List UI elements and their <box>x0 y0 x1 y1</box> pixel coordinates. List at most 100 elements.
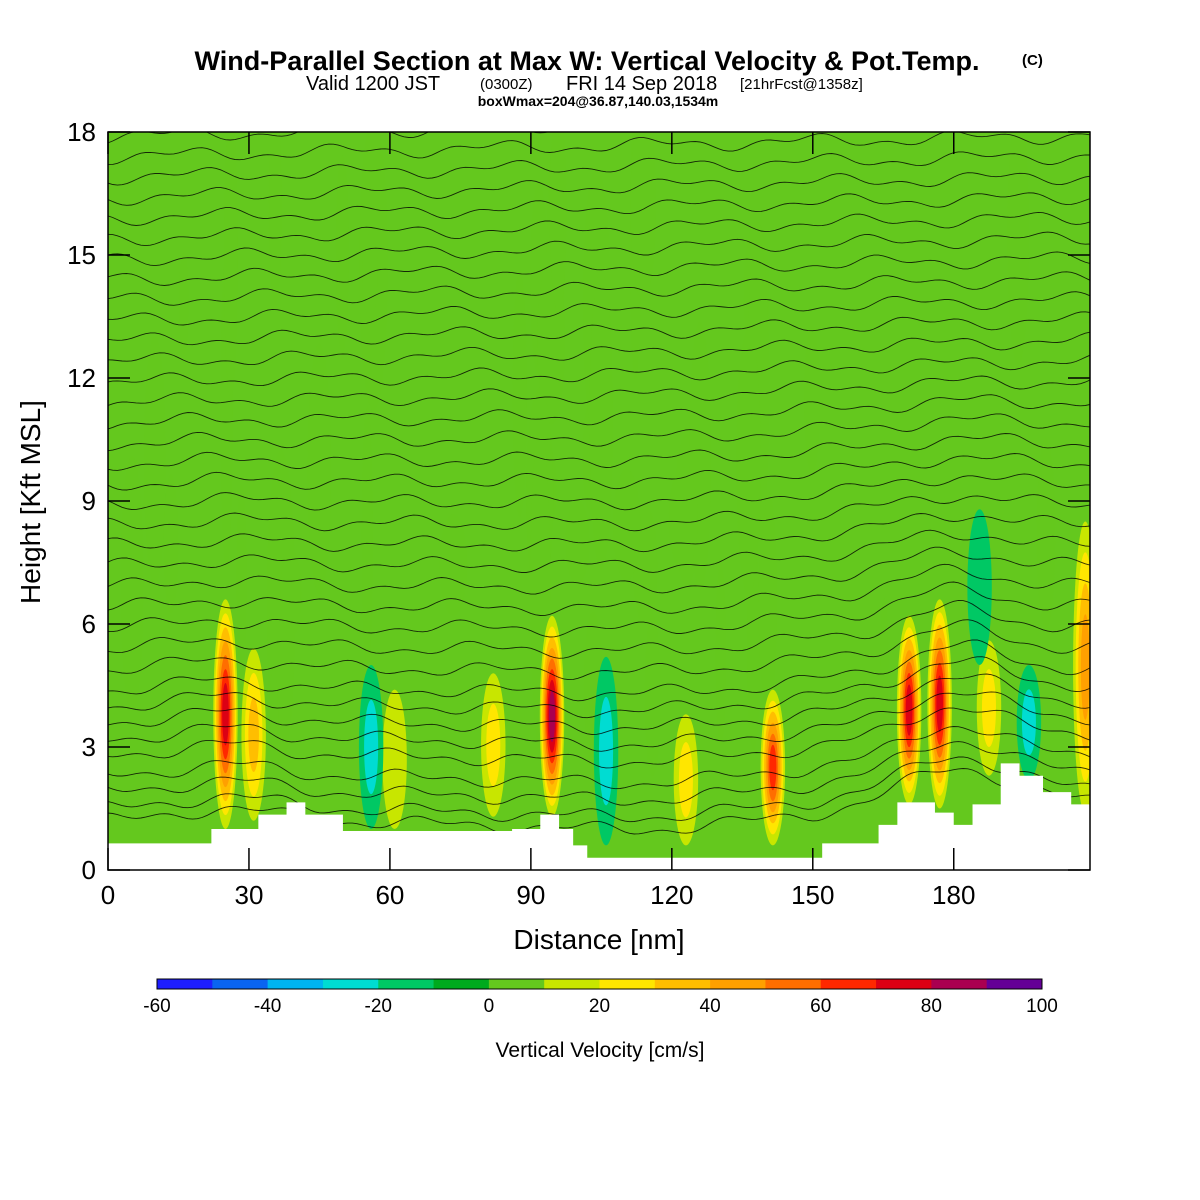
colorbar-label: 20 <box>589 996 610 1017</box>
theta-contour <box>108 639 1090 702</box>
colorbar-swatch <box>212 979 269 989</box>
light-streak <box>549 132 567 313</box>
theta-contour <box>108 251 1090 286</box>
light-streak <box>589 270 613 570</box>
downdraft-cell-level <box>967 509 992 665</box>
colorbar-label: -40 <box>254 996 281 1017</box>
updraft-cell-level <box>905 684 913 736</box>
colorbar-swatch <box>599 979 656 989</box>
light-streak <box>120 456 144 713</box>
x-tick-label: 0 <box>101 880 115 910</box>
y-tick-label: 18 <box>67 117 96 147</box>
light-streak <box>644 614 661 777</box>
light-streak <box>361 233 378 318</box>
downdraft-cell <box>967 509 992 665</box>
theta-contour <box>108 271 1090 306</box>
light-streak <box>280 549 302 639</box>
colorbar-swatch <box>157 979 213 989</box>
light-streak <box>736 328 761 596</box>
light-streak <box>512 269 527 518</box>
colorbar-label: 60 <box>810 996 831 1017</box>
theta-contour <box>108 132 550 144</box>
light-streak <box>361 406 373 672</box>
valid-time-prefix: Valid 1200 JST <box>306 73 440 95</box>
copyright-mark: (C) <box>1022 52 1043 69</box>
updraft-cell-level <box>486 703 501 787</box>
light-streak <box>307 343 332 595</box>
colorbar-label: 80 <box>921 996 942 1017</box>
colorbar-swatch <box>267 979 324 989</box>
theta-contour <box>108 331 1090 366</box>
colorbar-swatch <box>931 979 988 989</box>
colorbar-label: 100 <box>1026 996 1058 1017</box>
y-tick-label: 0 <box>82 855 96 885</box>
colorbar: -60 -40 -20 0 20 40 60 80 100 <box>143 978 1058 1017</box>
updraft-cell-level <box>222 683 229 746</box>
updraft-cell <box>241 648 266 821</box>
downdraft-cell <box>358 665 384 829</box>
colorbar-swatch <box>765 979 822 989</box>
theta-contour <box>108 311 1090 346</box>
y-tick-label: 6 <box>82 609 96 639</box>
theta-contour <box>108 741 1090 806</box>
theta-contour <box>108 433 1090 471</box>
updraft-cell-level <box>936 675 943 733</box>
light-streak <box>1007 132 1030 365</box>
updraft-cell-level <box>769 744 777 791</box>
x-tick-label: 180 <box>932 880 975 910</box>
theta-contour <box>108 354 1090 387</box>
updraft-cell <box>481 673 506 817</box>
theta-contour <box>108 656 1090 719</box>
theta-contour <box>108 756 1090 823</box>
theta-contour <box>108 291 1090 326</box>
chart-title: Wind-Parallel Section at Max W: Vertical… <box>195 46 980 76</box>
theta-contour <box>108 394 1090 430</box>
theta-contour <box>108 172 1090 206</box>
x-tick-label: 120 <box>650 880 693 910</box>
velocity-cells <box>213 509 1090 846</box>
theta-contour <box>108 707 1090 769</box>
colorbar-swatch <box>876 979 932 989</box>
light-streak <box>880 598 889 721</box>
velocity-texture <box>120 132 1056 777</box>
light-streak <box>143 335 166 586</box>
colorbar-swatch <box>654 979 711 989</box>
colorbar-label: -20 <box>365 996 392 1017</box>
updraft-cell <box>760 689 786 846</box>
x-tick-label: 150 <box>791 880 834 910</box>
theta-contour <box>108 453 1090 491</box>
theta-contour <box>108 768 1090 835</box>
x-tick-label: 60 <box>375 880 404 910</box>
updraft-cell-level <box>1080 614 1090 720</box>
light-streak <box>223 132 238 398</box>
light-streak <box>1036 438 1056 629</box>
updraft-cell <box>213 599 238 829</box>
plot-area <box>108 132 1090 870</box>
axis-ticks <box>107 131 1090 871</box>
updraft-cell <box>1073 521 1090 813</box>
light-streak <box>804 325 820 474</box>
light-streak <box>269 667 279 770</box>
theta-contour <box>108 375 1090 407</box>
box-wmax-info: boxWmax=204@36.87,140.03,1534m <box>478 93 719 109</box>
theta-contour <box>108 581 1090 638</box>
updraft-cell <box>896 615 922 805</box>
y-tick-label: 15 <box>67 240 96 270</box>
downdraft-cell-level <box>364 699 379 795</box>
light-streak <box>565 499 590 584</box>
light-streak <box>439 514 468 616</box>
y-axis-label: Height [Kft MSL] <box>15 400 46 604</box>
theta-contour <box>108 726 1090 790</box>
forecast-info: [21hrFcst@1358z] <box>740 76 863 93</box>
theta-contour <box>108 231 1090 267</box>
valid-time-date: FRI 14 Sep 2018 <box>566 73 717 95</box>
colorbar-frame <box>156 978 1043 990</box>
downdraft-cell <box>1016 665 1042 780</box>
light-streak <box>715 564 727 746</box>
theta-contour <box>108 211 1090 247</box>
colorbar-swatch <box>378 979 435 989</box>
theta-contour <box>108 691 1090 752</box>
x-axis-label: Distance [nm] <box>513 924 684 955</box>
chart-header: Wind-Parallel Section at Max W: Vertical… <box>195 46 1043 109</box>
